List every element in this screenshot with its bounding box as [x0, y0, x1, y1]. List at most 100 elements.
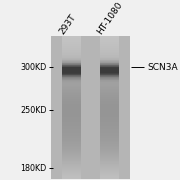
- Bar: [62, 41, 81, 42]
- Bar: [62, 149, 81, 150]
- Bar: [100, 125, 119, 126]
- Bar: [100, 166, 119, 167]
- Bar: [62, 110, 81, 111]
- Bar: [62, 65, 81, 66]
- Bar: [100, 84, 119, 85]
- Bar: [62, 125, 81, 126]
- Bar: [100, 82, 119, 83]
- Bar: [100, 85, 119, 86]
- Bar: [62, 52, 81, 53]
- Bar: [100, 135, 119, 136]
- Bar: [100, 50, 119, 51]
- Bar: [62, 128, 81, 129]
- Bar: [62, 93, 81, 94]
- Bar: [62, 145, 81, 146]
- Bar: [62, 36, 81, 37]
- Bar: [100, 83, 119, 84]
- Bar: [62, 86, 81, 87]
- Bar: [62, 53, 81, 54]
- Bar: [100, 97, 119, 98]
- Bar: [100, 109, 119, 110]
- Bar: [100, 141, 119, 142]
- Bar: [62, 119, 81, 120]
- Bar: [62, 100, 81, 101]
- Bar: [62, 165, 81, 166]
- Bar: [62, 169, 81, 170]
- Bar: [62, 170, 81, 171]
- Bar: [62, 99, 81, 100]
- Bar: [100, 172, 119, 173]
- Bar: [62, 115, 81, 116]
- Bar: [100, 51, 119, 52]
- Bar: [100, 48, 119, 49]
- Bar: [62, 126, 81, 127]
- Bar: [100, 150, 119, 151]
- Bar: [62, 50, 81, 51]
- Bar: [100, 120, 119, 121]
- Bar: [62, 75, 81, 76]
- Bar: [62, 138, 81, 139]
- Bar: [62, 95, 81, 96]
- Text: SCN3A: SCN3A: [147, 63, 178, 72]
- Bar: [62, 72, 81, 73]
- Bar: [62, 54, 81, 55]
- Bar: [62, 163, 81, 164]
- Bar: [62, 96, 81, 97]
- Bar: [100, 70, 119, 71]
- Bar: [100, 49, 119, 50]
- Bar: [62, 105, 81, 106]
- Bar: [62, 58, 81, 59]
- Bar: [100, 146, 119, 147]
- Bar: [62, 168, 81, 169]
- Bar: [100, 155, 119, 156]
- Bar: [100, 148, 119, 149]
- Bar: [100, 105, 119, 106]
- Bar: [62, 97, 81, 98]
- Bar: [62, 139, 81, 140]
- Bar: [100, 94, 119, 95]
- Bar: [62, 153, 81, 154]
- Bar: [100, 170, 119, 171]
- Bar: [62, 66, 81, 67]
- Bar: [62, 108, 81, 109]
- Bar: [100, 153, 119, 154]
- Bar: [100, 98, 119, 99]
- Bar: [100, 132, 119, 133]
- Bar: [100, 157, 119, 158]
- Bar: [100, 43, 119, 44]
- Bar: [62, 151, 81, 152]
- Bar: [100, 114, 119, 115]
- Bar: [62, 94, 81, 95]
- Bar: [62, 101, 81, 102]
- Bar: [62, 154, 81, 155]
- Bar: [100, 142, 119, 143]
- Bar: [62, 57, 81, 58]
- Bar: [100, 111, 119, 112]
- Bar: [100, 107, 119, 108]
- Bar: [100, 90, 119, 91]
- Bar: [100, 159, 119, 160]
- Bar: [100, 37, 119, 38]
- Bar: [100, 57, 119, 58]
- Bar: [62, 45, 81, 46]
- Bar: [100, 88, 119, 89]
- Bar: [100, 77, 119, 78]
- Bar: [62, 106, 81, 107]
- Bar: [62, 150, 81, 151]
- Bar: [51, 36, 130, 179]
- Bar: [100, 169, 119, 170]
- Bar: [62, 161, 81, 162]
- Bar: [100, 176, 119, 177]
- Bar: [62, 71, 81, 72]
- Bar: [100, 164, 119, 165]
- Bar: [100, 123, 119, 124]
- Bar: [100, 124, 119, 125]
- Bar: [100, 152, 119, 153]
- Bar: [100, 126, 119, 127]
- Bar: [62, 62, 81, 63]
- Bar: [62, 116, 81, 117]
- Text: 180KD: 180KD: [20, 164, 47, 173]
- Bar: [100, 74, 119, 75]
- Bar: [100, 161, 119, 162]
- Bar: [100, 138, 119, 139]
